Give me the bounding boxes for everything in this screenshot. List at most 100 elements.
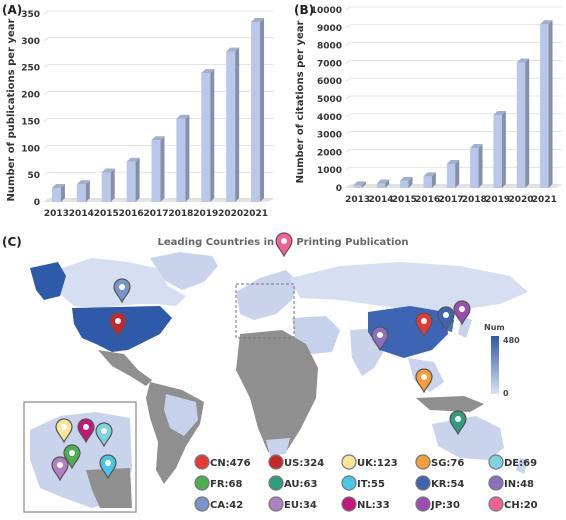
bar xyxy=(226,47,240,202)
pin-hole xyxy=(455,416,461,422)
pin-body xyxy=(109,312,127,338)
y-tick-label: 3000 xyxy=(317,131,342,141)
legend-label: EU:34 xyxy=(284,500,317,511)
y-tick-label: 250 xyxy=(21,64,40,74)
legend-item-de: DE:69 xyxy=(488,454,537,470)
bar-side xyxy=(110,168,115,202)
bar xyxy=(446,159,460,188)
y-tick-label: 300 xyxy=(21,37,40,47)
bar-front xyxy=(540,24,549,188)
legend-item-eu: EU:34 xyxy=(268,496,317,512)
pin-hole xyxy=(119,284,125,290)
bar-top xyxy=(353,181,366,186)
bar-top xyxy=(400,176,413,181)
pin-body xyxy=(415,368,433,394)
legend-swatch xyxy=(488,475,504,491)
bar xyxy=(540,20,553,188)
bar-side xyxy=(501,111,506,188)
bar-front xyxy=(493,115,502,188)
pin-body xyxy=(453,300,471,326)
inset-sea xyxy=(86,468,132,508)
pin-hole xyxy=(115,318,121,324)
legend-item-nl: NL:33 xyxy=(341,496,390,512)
grid-line xyxy=(345,42,351,46)
x-tick-label: 2014 xyxy=(69,209,94,219)
y-tick-label: 50 xyxy=(27,171,40,181)
y-axis-label-a: Number of publications per year xyxy=(6,18,17,201)
greenland-shape xyxy=(150,252,218,290)
legend-label: IN:48 xyxy=(504,479,534,490)
y-tick-label: 2000 xyxy=(317,148,342,158)
bar-front xyxy=(470,147,479,188)
map-pin-uk xyxy=(55,418,73,444)
pin-body xyxy=(51,456,69,482)
legend-label: SG:76 xyxy=(431,458,464,469)
central-america-shape xyxy=(98,350,152,386)
grid-line xyxy=(43,171,49,176)
y-tick-label: 100 xyxy=(21,144,40,154)
bar xyxy=(400,176,413,188)
pin-body xyxy=(371,326,389,352)
map-pin-de xyxy=(95,422,113,448)
x-tick-label: 2020 xyxy=(508,195,533,205)
map-pin-in xyxy=(371,326,389,352)
pin-body xyxy=(55,418,73,444)
indonesia-shape xyxy=(416,396,484,412)
bar xyxy=(101,168,115,202)
bar-top xyxy=(126,157,140,162)
bar-front xyxy=(126,161,136,202)
bar-front xyxy=(376,183,386,188)
bar-front xyxy=(201,73,211,202)
y-tick-label: 9000 xyxy=(317,24,342,34)
legend-item-kr: KR:54 xyxy=(415,475,464,491)
grid-line xyxy=(43,64,49,68)
bar xyxy=(423,172,436,188)
bar-side xyxy=(408,176,413,188)
y-tick-label: 200 xyxy=(21,91,40,101)
bar-front xyxy=(176,118,186,202)
africa-shape xyxy=(236,330,318,452)
legend-label: CH:20 xyxy=(504,500,538,511)
south-africa-shape xyxy=(266,438,290,456)
legend-label: US:324 xyxy=(284,458,324,469)
country-legend: CN:476 US:324 UK:123 SG:76 DE:69 FR:68 AU:63 IT… xyxy=(194,454,538,512)
bar-side xyxy=(548,20,553,188)
bar-top xyxy=(423,172,436,177)
y-ticks-b: 0 1000 2000 3000 4000 5000 6000 7000 8000 9000 100… xyxy=(311,6,342,194)
x-tick-label: 2015 xyxy=(94,209,119,219)
bar-top xyxy=(226,47,240,52)
y-tick-label: 6000 xyxy=(317,77,342,87)
map-pin-nl xyxy=(77,418,95,444)
bar xyxy=(201,69,215,202)
bars-a xyxy=(51,18,265,202)
pin-hole xyxy=(443,312,449,318)
pin-hole xyxy=(61,424,67,430)
legend-item-it: IT:55 xyxy=(341,475,385,491)
pin-body xyxy=(449,410,467,436)
y-tick-label: 1000 xyxy=(317,166,342,176)
pin-body xyxy=(437,306,455,332)
bar-front xyxy=(353,185,362,188)
x-tick-label: 2018 xyxy=(168,209,193,219)
pin-hole xyxy=(421,374,427,380)
bar xyxy=(493,111,506,188)
map-panel: (C) Leading Countries in 4D Printing Pub… xyxy=(2,232,538,513)
x-tick-label: 2015 xyxy=(392,195,417,205)
grid-line xyxy=(43,145,49,149)
x-tick-label: 2016 xyxy=(119,209,144,219)
bars-b xyxy=(353,20,553,189)
legend-item-jp: JP:30 xyxy=(415,496,460,512)
legend-swatch xyxy=(341,475,357,491)
pin-hole xyxy=(101,428,107,434)
europe-inset xyxy=(23,401,137,513)
y-ticks-a: 0 50 100 150 200 250 300 350 xyxy=(21,10,40,208)
bar-side xyxy=(260,18,265,202)
pin-hole xyxy=(83,424,89,430)
bar-top xyxy=(493,111,506,116)
australia-shape xyxy=(432,416,504,460)
bar-side xyxy=(185,114,190,202)
map-pin-it xyxy=(99,454,117,480)
bar xyxy=(516,58,530,189)
legend-label: CN:476 xyxy=(210,458,251,469)
